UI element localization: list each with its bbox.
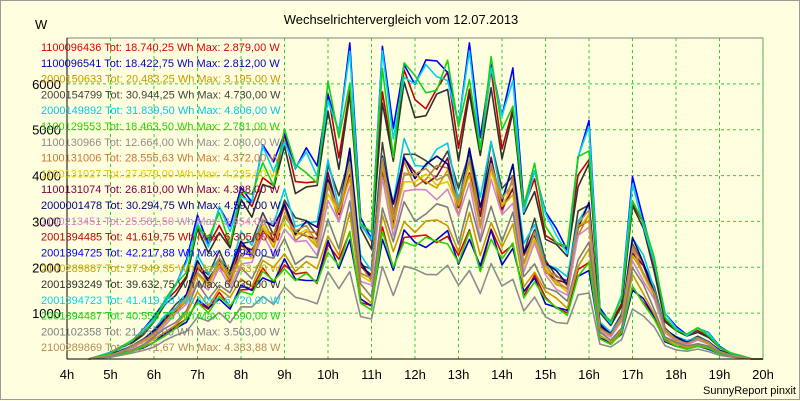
series-lines [88, 42, 763, 360]
y-tick-label: 4000 [32, 169, 61, 184]
x-tick-label: 6h [147, 367, 161, 382]
x-tick-label: 12h [404, 367, 426, 382]
series-line [88, 81, 763, 360]
series-line [88, 229, 763, 360]
x-tick-label: 16h [578, 367, 600, 382]
legend-entry: 2001394487 Tot: 40.559,75 Wh Max: 6.590,… [41, 311, 281, 323]
series-line [88, 157, 763, 360]
x-tick-label: 8h [234, 367, 248, 382]
legend-entry: 2000154799 Tot: 30.944,25 Wh Max: 4.730,… [41, 89, 281, 101]
legend-entry: 2001394723 Tot: 41.419,38 Wh Max: 6.720,… [41, 295, 281, 307]
legend-entry: 2001394725 Tot: 42.217,88 Wh Max: 6.894,… [41, 247, 281, 259]
series-line [88, 176, 763, 360]
y-axis-unit: W [35, 17, 48, 32]
legend-entry: 2001102358 Tot: 21.953,00 Wh Max: 3.503,… [41, 326, 280, 338]
x-tick-label: 9h [277, 367, 291, 382]
x-tick-label: 20h [752, 367, 774, 382]
y-tick-label: 3000 [32, 214, 61, 229]
legend-entry: 2000001478 Tot: 30.294,75 Wh Max: 4.597,… [41, 200, 281, 212]
x-tick-label: 15h [535, 367, 557, 382]
legend-entry: 1100131006 Tot: 28.555,63 Wh Max: 4.372,… [41, 153, 280, 165]
x-tick-label: 7h [190, 367, 204, 382]
legend-entry: 2001394485 Tot: 41.619,75 Wh Max: 6.305,… [41, 232, 281, 244]
series-line [88, 230, 763, 360]
series-line [88, 262, 763, 360]
series-line [88, 147, 763, 360]
x-tick-label: 14h [491, 367, 513, 382]
y-tick-label: 5000 [32, 123, 61, 138]
legend-entry: 1100131027 Tot: 27.679,00 Wh Max: 4.235,… [41, 168, 280, 180]
legend-entry: 1100129553 Tot: 18.463,50 Wh Max: 2.781,… [41, 121, 280, 133]
legend: 1100096436 Tot: 18.740,25 Wh Max: 2.879,… [41, 42, 281, 354]
x-tick-label: 18h [665, 367, 687, 382]
chart-title: Wechselrichtervergleich vom 12.07.2013 [284, 12, 519, 27]
legend-entry: 1100130966 Tot: 12.664,00 Wh Max: 2.080,… [41, 137, 280, 149]
legend-entry: 1100096436 Tot: 18.740,25 Wh Max: 2.879,… [41, 42, 280, 54]
x-tick-label: 4h [60, 367, 74, 382]
series-line [88, 211, 763, 360]
legend-entry: 1100131074 Tot: 26.810,00 Wh Max: 4.398,… [41, 184, 280, 196]
x-tick-label: 10h [317, 367, 339, 382]
legend-entry: 2000149892 Tot: 31.839,50 Wh Max: 4.806,… [41, 105, 281, 117]
credit-label: SunnyReport pinxit [703, 385, 796, 397]
series-line [88, 137, 763, 360]
y-tick-label: 1000 [32, 306, 61, 321]
x-tick-label: 19h [709, 367, 731, 382]
x-tick-label: 5h [103, 367, 117, 382]
legend-entry: 2000150633 Tot: 20.483,25 Wh Max: 3.195,… [41, 74, 281, 86]
legend-entry: 1100213451 Tot: 25.581,50 Wh Max: 3.954,… [41, 216, 280, 228]
legend-entry: 2100289869 Tot: 28.771,67 Wh Max: 4.383,… [41, 342, 281, 354]
axes: 4h 5h 6h 7h 8h 9h 10h 11h 12h 13h 14h 15h 16h 17h 18h 1… [32, 38, 774, 382]
y-tick-label: 6000 [32, 77, 61, 92]
x-tick-label: 11h [361, 367, 382, 382]
series-line [88, 164, 763, 360]
x-tick-label: 17h [622, 367, 644, 382]
x-tick-label: 13h [448, 367, 470, 382]
series-line [88, 55, 763, 360]
legend-entry: 1100096541 Tot: 18.422,75 Wh Max: 2.812,… [41, 58, 280, 70]
y-tick-label: 2000 [32, 260, 61, 275]
legend-entry: 2001393249 Tot: 39.632,75 Wh Max: 6.039,… [41, 279, 281, 291]
legend-entry: 2100289887 Tot: 27.949,35 Wh Max: 4.263,… [41, 263, 281, 275]
series-line [88, 199, 763, 360]
